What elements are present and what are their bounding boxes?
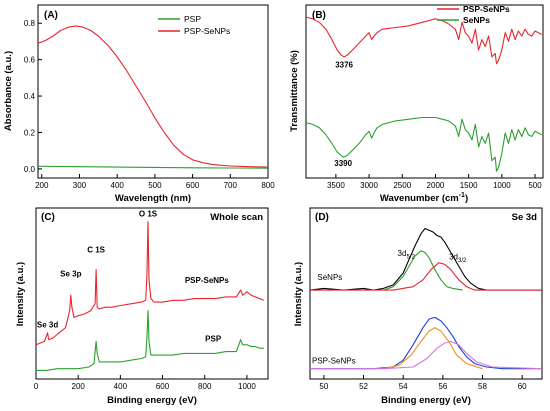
panel-a: (A) 200 300 400 500 600 700 800 0.0 0.2 0.4 0.6 0.8… — [3, 4, 275, 204]
panel-b-xtick-label-3: 2000 — [427, 181, 445, 190]
panel-c-xtick-label-2: 400 — [114, 382, 128, 391]
panel-a-xlabel: Wavelength (nm) — [115, 193, 191, 204]
panel-b-xlabel-sup: -1 — [459, 192, 465, 199]
panel-d-peak-label-1: 3d3/2 — [449, 252, 467, 264]
panel-c-label: (C) — [41, 212, 55, 223]
panel-a-series-1 — [37, 25, 269, 168]
panel-c-peak-label-2: C 1S — [87, 245, 105, 254]
panel-c-xtick-label-3: 600 — [156, 382, 170, 391]
panel-a-xtick-label-1: 300 — [73, 181, 87, 190]
panel-b-xtick-label-1: 3000 — [360, 181, 378, 190]
panel-d-xlabel: Binding energy (eV) — [381, 395, 471, 406]
legend-psp-label: PSP — [184, 14, 201, 24]
panel-d-xtick-label-2: 54 — [399, 382, 408, 391]
panel-b-xlabel: Wavenumber (cm-1) — [380, 192, 468, 204]
panel-a-ytick-label-1: 0.2 — [24, 128, 36, 137]
panel-d-label: (D) — [315, 212, 329, 223]
panel-c-title: Whole scan — [210, 212, 263, 223]
panel-c-peak-label-3: O 1S — [139, 210, 158, 219]
panel-b-annotation-0: 3376 — [335, 60, 353, 69]
panel-c-series-1 — [36, 310, 264, 371]
panel-c-ylabel: Intensity (a.u.) — [15, 262, 26, 326]
panel-b: (B) 3500 3000 2500 2000 1500 1000 500 3376 3390… — [289, 4, 544, 204]
panel-a-label: (A) — [44, 10, 58, 21]
panel-b-series-0 — [305, 16, 542, 65]
panel-a-xtick-label-0: 200 — [35, 181, 49, 190]
panel-b-plot — [305, 16, 542, 172]
panel-d-ticks: 50 52 54 56 58 60 — [319, 375, 527, 391]
panel-a-plot — [37, 25, 269, 169]
panel-b-xlabel-end: ) — [465, 193, 468, 204]
panel-b-ticks: 3500 3000 2500 2000 1500 1000 500 — [327, 174, 542, 190]
panel-c-peak-label-1: Se 3p — [60, 269, 81, 278]
panel-d-title: Se 3d — [512, 212, 538, 223]
panel-d-xtick-label-1: 52 — [359, 382, 368, 391]
panel-c-peak-labels: Se 3d Se 3p C 1S O 1S PSP-SeNPs PSP — [37, 210, 229, 344]
panel-d-series-2 — [310, 262, 542, 291]
panel-d-series-label-0: SeNPs — [317, 273, 342, 282]
panel-c-xtick-label-0: 0 — [34, 382, 39, 391]
panel-a-series-0 — [37, 165, 269, 169]
panel-a-xtick-label-5: 700 — [224, 181, 238, 190]
panel-a-ytick-label-3: 0.6 — [24, 56, 36, 65]
panel-c-ticks: 0 200 400 600 800 1000 — [34, 375, 256, 391]
panel-d-xtick-label-5: 60 — [518, 382, 527, 391]
panel-c-series-label-1: PSP — [205, 334, 222, 343]
panel-b-xtick-label-5: 1000 — [493, 181, 511, 190]
panel-c-xtick-label-5: 1000 — [238, 382, 256, 391]
panel-b-series-1 — [305, 116, 542, 172]
panel-b-annotations: 3376 3390 — [334, 60, 353, 168]
panel-c-plot — [35, 221, 265, 371]
panel-d-xtick-label-4: 58 — [478, 382, 487, 391]
panel-b-xtick-label-2: 2500 — [393, 181, 411, 190]
panel-b-legend: PSP-SeNPs SeNPs — [437, 4, 510, 25]
panel-c-peak-label-0: Se 3d — [37, 321, 58, 330]
panel-b-annotation-1: 3390 — [334, 159, 352, 168]
panel-a-xtick-label-2: 400 — [111, 181, 125, 190]
panel-b-xtick-label-6: 500 — [528, 181, 542, 190]
panel-d: (D) Se 3d 50 52 54 56 58 60 3d5/2 3d3/2 SeNPs PS… — [293, 207, 543, 406]
legend-b-psp-senps-label: PSP-SeNPs — [463, 4, 510, 14]
panel-a-ytick-label-0: 0.0 — [24, 165, 36, 174]
panel-a-ytick-label-4: 0.8 — [24, 19, 36, 28]
panel-d-xtick-label-3: 56 — [438, 382, 447, 391]
panel-c-series-0 — [35, 221, 265, 346]
panel-c-xtick-label-4: 800 — [198, 382, 212, 391]
panel-a-ytick-label-2: 0.4 — [24, 92, 36, 101]
panel-c-xtick-label-1: 200 — [72, 382, 86, 391]
panel-a-xtick-label-3: 500 — [148, 181, 162, 190]
panel-c-series-label-0: PSP-SeNPs — [185, 276, 230, 285]
panel-d-series-1 — [383, 250, 463, 291]
panel-b-xtick-label-4: 1500 — [460, 181, 478, 190]
panel-a-legend: PSP PSP-SeNPs — [158, 14, 230, 36]
panel-a-xtick-label-6: 800 — [261, 181, 275, 190]
panel-c: (C) Whole scan 0 200 400 600 800 1000 Se 3dSe… — [15, 207, 269, 406]
legend-b-senps-label: SeNPs — [463, 15, 490, 25]
panel-d-ylabel: Intensity (a.u.) — [293, 262, 304, 326]
panel-a-ticks: 200 300 400 500 600 700 800 0.0 0.2 0.4 0.6 0.8 — [24, 19, 275, 190]
panel-a-frame — [37, 4, 269, 179]
panel-b-frame — [305, 4, 544, 179]
panel-d-frame — [309, 207, 543, 380]
panel-a-ylabel: Absorbance (a.u.) — [3, 51, 14, 131]
panel-d-peak-label-0: 3d5/2 — [398, 249, 416, 261]
legend-psp-senps-label: PSP-SeNPs — [184, 26, 230, 36]
panel-b-xtick-label-0: 3500 — [327, 181, 345, 190]
panel-d-series-0 — [309, 227, 542, 291]
panel-d-peak-labels: 3d5/2 3d3/2 SeNPs PSP-SeNPs — [312, 249, 467, 366]
panel-a-xtick-label-4: 600 — [186, 181, 200, 190]
panel-d-plot — [309, 227, 543, 370]
panel-b-xlabel-main: Wavenumber (cm — [380, 193, 459, 204]
panel-c-frame — [35, 207, 269, 380]
panel-d-xtick-label-0: 50 — [319, 382, 328, 391]
panel-d-series-5 — [310, 340, 543, 370]
panel-b-ylabel: Transmittance (%) — [289, 50, 300, 132]
panel-d-series-label-1: PSP-SeNPs — [312, 357, 356, 366]
panel-c-xlabel: Binding energy (eV) — [107, 395, 197, 406]
panel-d-series-4 — [383, 327, 483, 370]
panel-b-label: (B) — [312, 10, 326, 21]
